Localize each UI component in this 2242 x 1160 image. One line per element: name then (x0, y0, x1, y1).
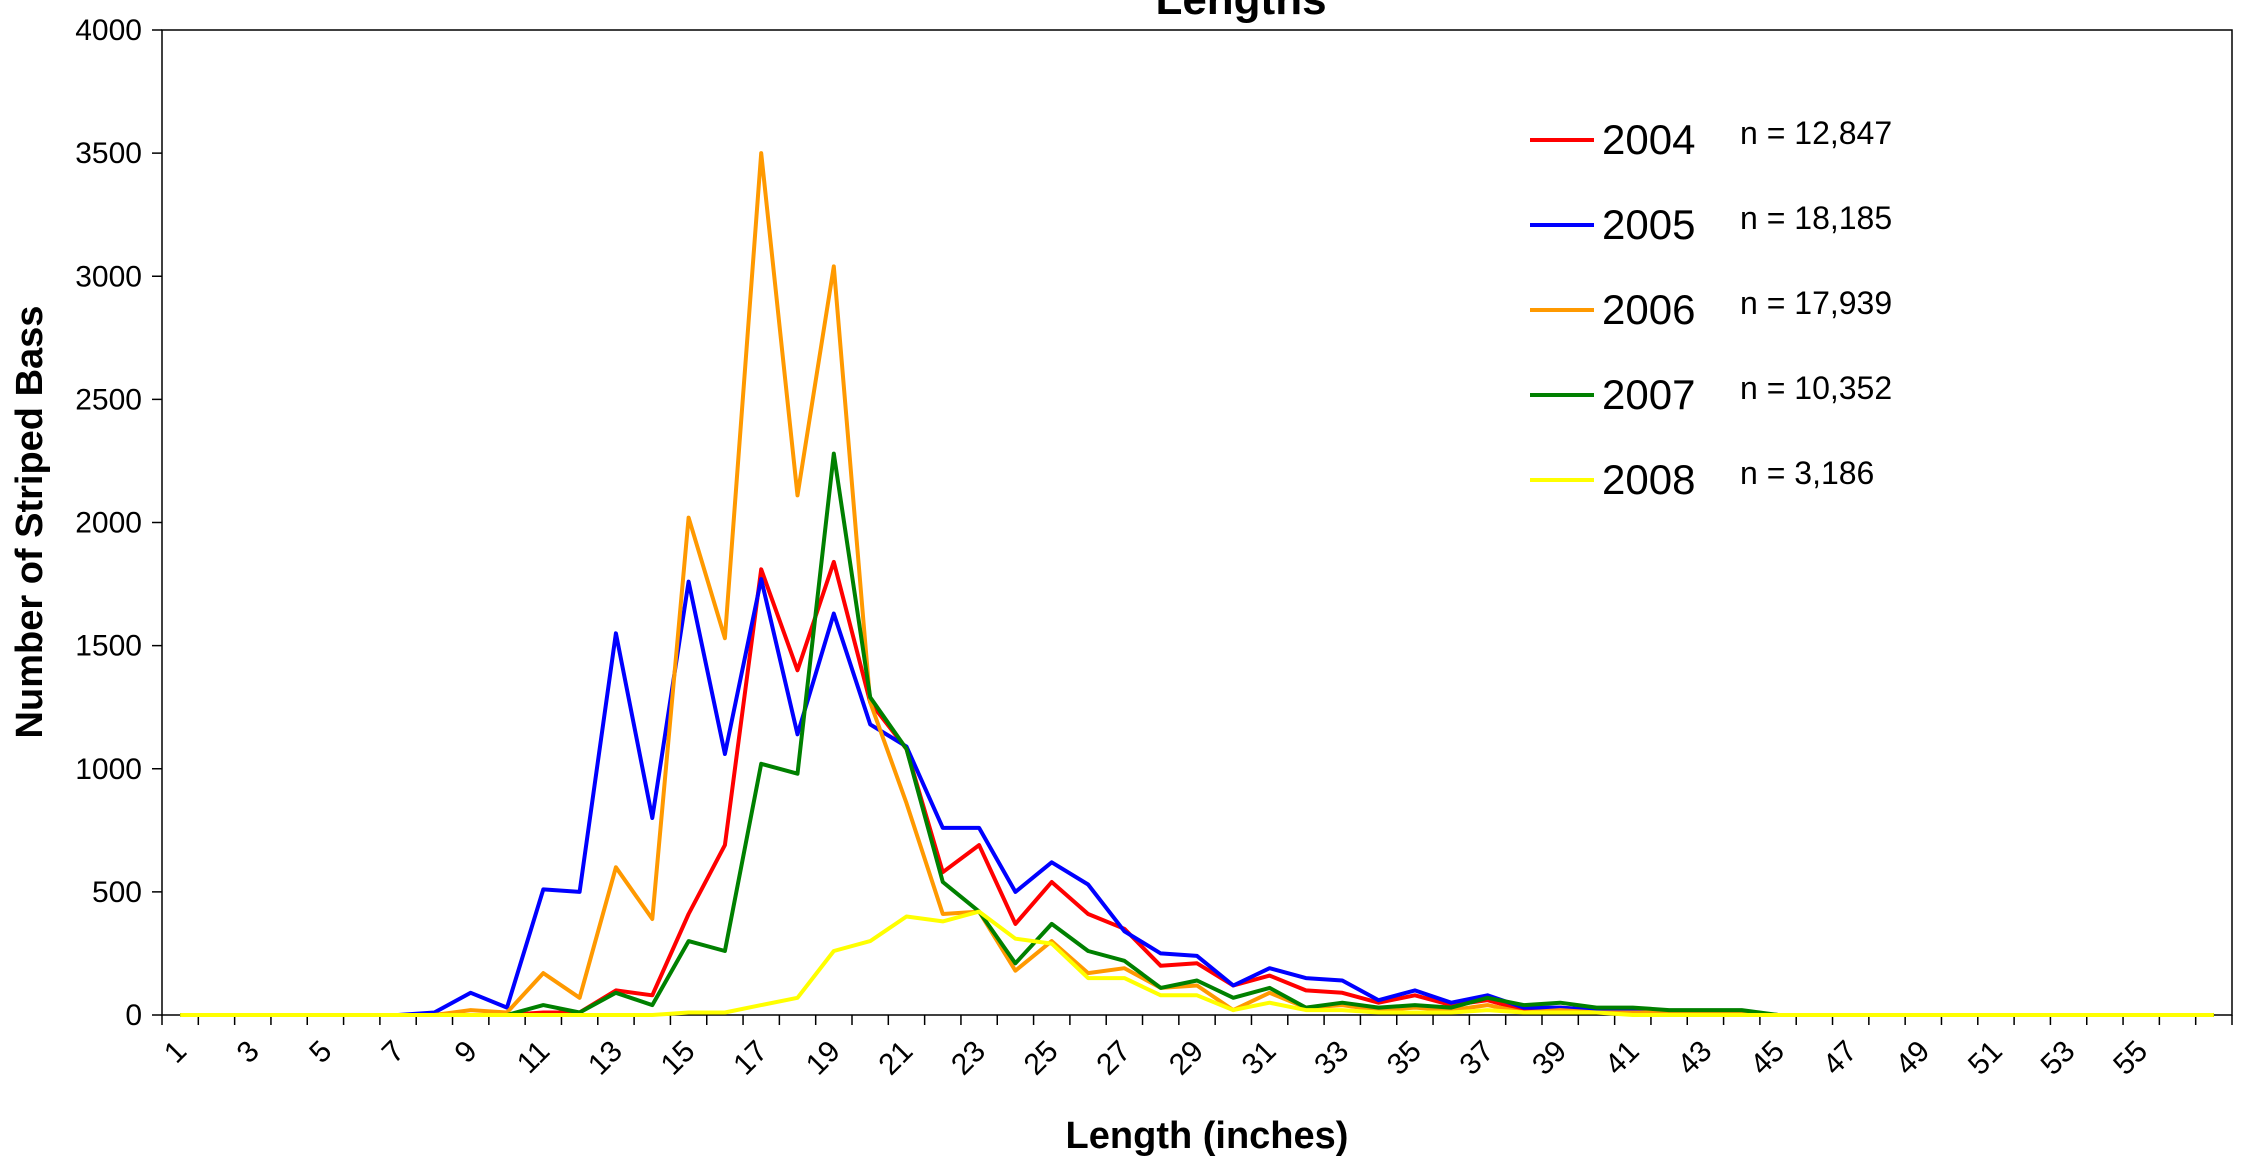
x-axis-ticks: 1 3 5 7 9 11 13 15 17 19 21 23 25 27 29 31 33 35 37 39 41 43 4… (158, 1015, 2233, 1082)
legend-label-2006: 2006 (1602, 286, 1695, 333)
series-line-2006 (180, 151, 2214, 1017)
series-line-2004 (180, 559, 2214, 1017)
legend-count-2005: n = 18,185 (1740, 200, 1892, 236)
y-tick-label: 2500 (75, 383, 142, 416)
x-tick-label: 47 (1817, 1035, 1864, 1082)
x-tick-label: 31 (1236, 1035, 1283, 1082)
x-tick-label: 51 (1962, 1035, 2009, 1082)
legend-count-2004: n = 12,847 (1740, 115, 1892, 151)
chart-title: Lengths (1155, 0, 1326, 24)
x-tick-label: 7 (376, 1035, 411, 1070)
series-line-2005 (180, 577, 2214, 1017)
x-tick-label: 27 (1090, 1035, 1137, 1082)
x-tick-label: 41 (1599, 1035, 1646, 1082)
x-tick-label: 21 (872, 1035, 919, 1082)
x-tick-label: 11 (511, 1035, 556, 1080)
legend-label-2005: 2005 (1602, 201, 1695, 248)
x-tick-label: 53 (2035, 1035, 2082, 1082)
y-tick-label: 1500 (75, 630, 142, 663)
x-axis-title: Length (inches) (1066, 1115, 1349, 1157)
legend-count-2007: n = 10,352 (1740, 370, 1892, 406)
x-tick-label: 5 (303, 1035, 338, 1070)
legend-label-2007: 2007 (1602, 371, 1695, 418)
y-tick-label: 3500 (75, 137, 142, 170)
legend-label-2004: 2004 (1602, 116, 1695, 163)
y-tick-label: 2000 (75, 507, 142, 540)
y-tick-label: 0 (125, 999, 142, 1032)
x-tick-label: 39 (1526, 1035, 1573, 1082)
series-line-2008 (180, 909, 2214, 1017)
y-axis-ticks: 0 500 1000 1500 2000 2500 3000 3500 4000 (75, 14, 162, 1032)
series-lines (180, 151, 2214, 1017)
x-tick-label: 55 (2107, 1035, 2154, 1082)
x-tick-label: 3 (231, 1035, 266, 1070)
y-tick-label: 500 (92, 876, 142, 909)
legend-count-2008: n = 3,186 (1740, 455, 1874, 491)
x-tick-label: 17 (727, 1035, 774, 1082)
legend: 2004 n = 12,847 2005 n = 18,185 2006 n = 17,9… (1530, 115, 1892, 503)
y-axis-title: Number of Striped Bass (9, 306, 51, 739)
x-tick-label: 25 (1018, 1035, 1065, 1082)
x-tick-label: 29 (1163, 1035, 1210, 1082)
x-tick-label: 35 (1381, 1035, 1428, 1082)
x-tick-label: 1 (158, 1035, 193, 1070)
x-tick-label: 33 (1308, 1035, 1355, 1082)
x-tick-label: 19 (800, 1035, 847, 1082)
x-tick-label: 43 (1671, 1035, 1718, 1082)
y-tick-label: 3000 (75, 260, 142, 293)
y-tick-label: 1000 (75, 753, 142, 786)
x-tick-label: 23 (945, 1035, 992, 1082)
y-tick-label: 4000 (75, 14, 142, 47)
x-tick-label: 9 (448, 1035, 483, 1070)
x-tick-label: 37 (1454, 1035, 1501, 1082)
legend-count-2006: n = 17,939 (1740, 285, 1892, 321)
x-tick-label: 45 (1744, 1035, 1791, 1082)
x-tick-label: 49 (1889, 1035, 1936, 1082)
legend-label-2008: 2008 (1602, 456, 1695, 503)
x-tick-label: 15 (655, 1035, 702, 1082)
plot-area-frame (161, 29, 2233, 1016)
x-tick-label: 13 (582, 1035, 629, 1082)
series-line-2007 (180, 451, 2214, 1017)
axes (161, 29, 2233, 1016)
